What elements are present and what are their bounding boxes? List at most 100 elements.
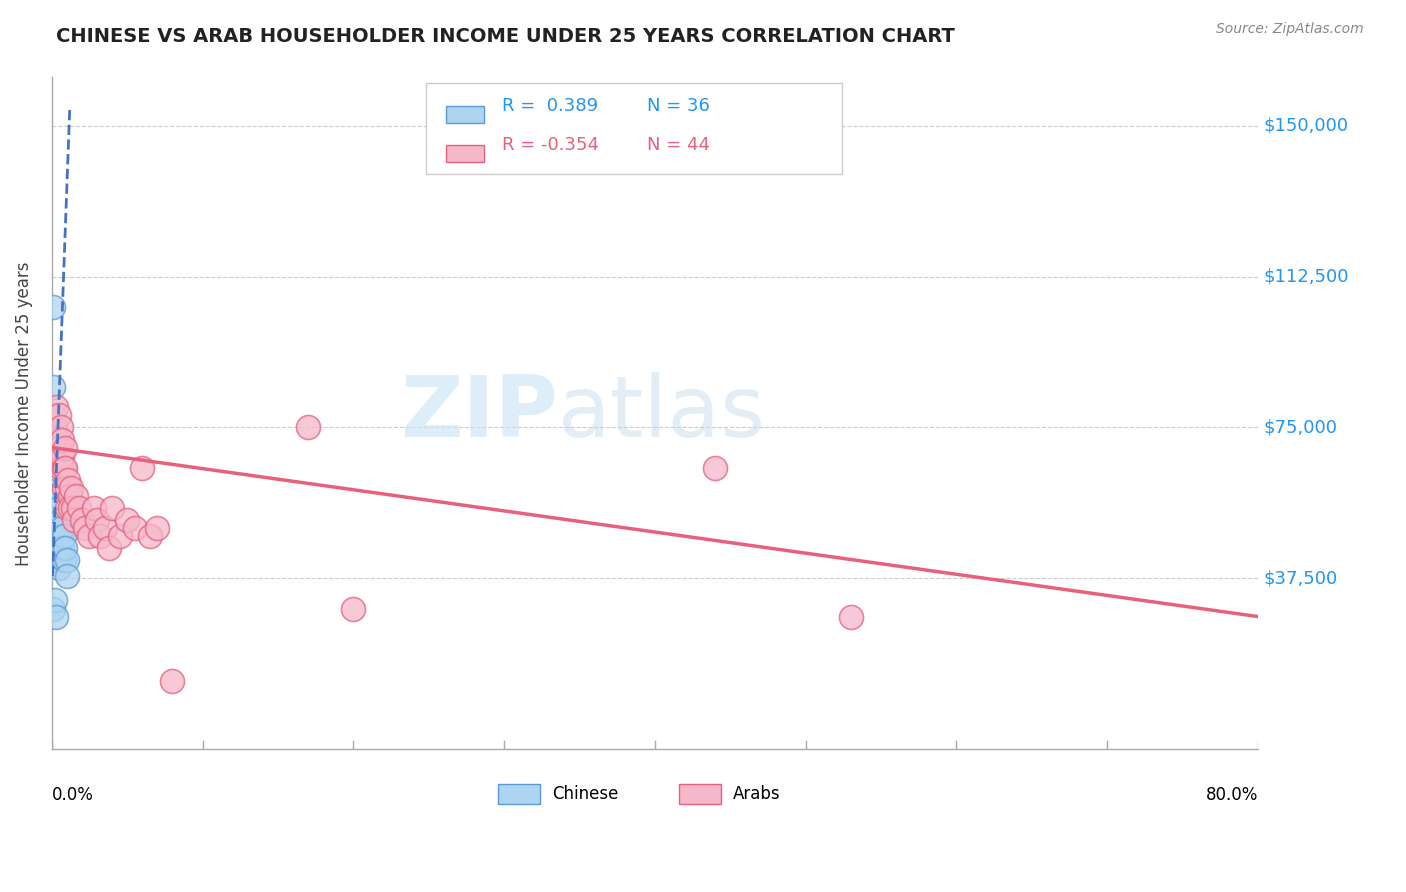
Point bbox=[49, 513, 72, 527]
Point bbox=[56, 569, 79, 583]
Point bbox=[44, 500, 66, 515]
Text: CHINESE VS ARAB HOUSEHOLDER INCOME UNDER 25 YEARS CORRELATION CHART: CHINESE VS ARAB HOUSEHOLDER INCOME UNDER… bbox=[56, 27, 955, 45]
Text: 80.0%: 80.0% bbox=[1205, 786, 1258, 805]
Text: Chinese: Chinese bbox=[553, 785, 619, 804]
Point bbox=[44, 420, 66, 434]
Point bbox=[60, 481, 83, 495]
Point bbox=[115, 513, 138, 527]
Point bbox=[65, 489, 87, 503]
Point bbox=[49, 460, 72, 475]
Text: 0.0%: 0.0% bbox=[52, 786, 94, 805]
Text: Source: ZipAtlas.com: Source: ZipAtlas.com bbox=[1216, 22, 1364, 37]
Point bbox=[59, 489, 82, 503]
Point bbox=[59, 500, 82, 515]
Point bbox=[63, 513, 86, 527]
FancyBboxPatch shape bbox=[446, 145, 484, 162]
Point bbox=[42, 409, 65, 423]
Point bbox=[53, 441, 76, 455]
Point bbox=[89, 529, 111, 543]
Point bbox=[48, 500, 70, 515]
Point bbox=[58, 473, 80, 487]
Point bbox=[67, 500, 90, 515]
Y-axis label: Householder Income Under 25 years: Householder Income Under 25 years bbox=[15, 261, 32, 566]
Point bbox=[48, 561, 70, 575]
Point bbox=[162, 673, 184, 688]
Point bbox=[52, 481, 75, 495]
Point bbox=[52, 460, 75, 475]
Point bbox=[45, 489, 67, 503]
Point bbox=[98, 541, 121, 556]
Point bbox=[45, 541, 67, 556]
Point bbox=[70, 513, 93, 527]
Text: $150,000: $150,000 bbox=[1264, 117, 1348, 135]
Point bbox=[124, 521, 146, 535]
Point bbox=[83, 500, 105, 515]
Point bbox=[101, 500, 124, 515]
Point bbox=[42, 449, 65, 463]
Point bbox=[45, 521, 67, 535]
Point bbox=[42, 433, 65, 447]
Point bbox=[131, 460, 153, 475]
Point bbox=[45, 401, 67, 415]
Point bbox=[45, 500, 67, 515]
Point bbox=[51, 449, 73, 463]
Text: $112,500: $112,500 bbox=[1264, 268, 1350, 285]
Point bbox=[44, 481, 66, 495]
Point bbox=[48, 409, 70, 423]
Point bbox=[45, 460, 67, 475]
Point bbox=[56, 500, 79, 515]
Point bbox=[46, 513, 69, 527]
Text: Arabs: Arabs bbox=[733, 785, 780, 804]
Text: atlas: atlas bbox=[558, 372, 766, 455]
Point bbox=[45, 609, 67, 624]
Point bbox=[46, 489, 69, 503]
Point bbox=[839, 609, 862, 624]
Point bbox=[56, 553, 79, 567]
Text: N = 36: N = 36 bbox=[647, 97, 710, 115]
Point bbox=[52, 553, 75, 567]
Point bbox=[44, 593, 66, 607]
Point bbox=[49, 529, 72, 543]
Text: $75,000: $75,000 bbox=[1264, 418, 1339, 436]
Point bbox=[56, 481, 79, 495]
Point bbox=[86, 513, 108, 527]
Text: R =  0.389: R = 0.389 bbox=[502, 97, 599, 115]
Point bbox=[342, 601, 364, 615]
Point bbox=[53, 541, 76, 556]
Point bbox=[297, 420, 319, 434]
Point bbox=[62, 500, 84, 515]
Point bbox=[51, 433, 73, 447]
Point bbox=[52, 529, 75, 543]
Point bbox=[48, 521, 70, 535]
Point bbox=[49, 420, 72, 434]
Point bbox=[53, 460, 76, 475]
Point bbox=[146, 521, 169, 535]
Point bbox=[46, 553, 69, 567]
Point bbox=[79, 529, 101, 543]
Point bbox=[45, 473, 67, 487]
Point bbox=[48, 441, 70, 455]
Point bbox=[42, 601, 65, 615]
Point bbox=[46, 529, 69, 543]
FancyBboxPatch shape bbox=[679, 784, 721, 805]
Point bbox=[139, 529, 162, 543]
Text: R = -0.354: R = -0.354 bbox=[502, 136, 599, 154]
Point bbox=[73, 521, 96, 535]
Point bbox=[42, 380, 65, 394]
Point bbox=[42, 300, 65, 314]
Text: N = 44: N = 44 bbox=[647, 136, 710, 154]
Point bbox=[51, 541, 73, 556]
Text: $37,500: $37,500 bbox=[1264, 569, 1339, 587]
Point bbox=[93, 521, 115, 535]
Point bbox=[108, 529, 131, 543]
Point bbox=[44, 449, 66, 463]
Point bbox=[48, 541, 70, 556]
Point bbox=[49, 549, 72, 564]
Point bbox=[704, 460, 727, 475]
Point bbox=[51, 521, 73, 535]
Point bbox=[46, 433, 69, 447]
Point bbox=[44, 441, 66, 455]
Text: ZIP: ZIP bbox=[401, 372, 558, 455]
Point bbox=[44, 460, 66, 475]
FancyBboxPatch shape bbox=[446, 106, 484, 123]
